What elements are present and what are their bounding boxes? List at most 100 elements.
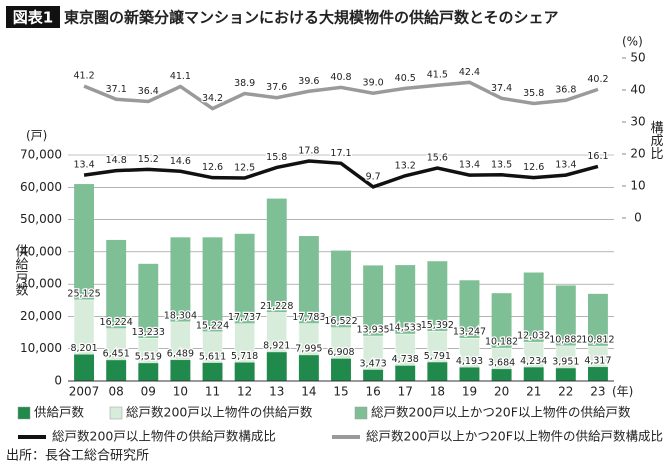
- value-label: 10,812: [581, 335, 614, 346]
- value-label: 4,317: [584, 356, 611, 367]
- value-label: 15.6: [427, 153, 448, 164]
- value-label: 10,182: [485, 337, 518, 348]
- x-tick-label: 20: [494, 385, 509, 399]
- bar: [491, 369, 512, 381]
- value-label: 25,125: [67, 288, 100, 299]
- value-label: 41.5: [427, 70, 448, 81]
- x-tick-label: 17: [398, 385, 413, 399]
- bar: [587, 367, 608, 381]
- legend-swatch: [17, 406, 31, 420]
- bar: [523, 367, 544, 381]
- x-tick-label: 12: [237, 385, 252, 399]
- value-label: 6,451: [103, 349, 130, 360]
- y-tick-label: 60,000: [20, 180, 62, 194]
- bar: [202, 362, 223, 381]
- value-label: 3,684: [488, 358, 515, 369]
- y2-tick-label: 40: [630, 83, 645, 97]
- y2-unit: (%): [622, 35, 643, 49]
- x-tick-label: 22: [558, 385, 573, 399]
- y2-tick-label: 0: [634, 211, 642, 225]
- y-unit: (戸): [26, 129, 47, 143]
- value-label: 13.4: [73, 160, 94, 171]
- value-label: 15,392: [421, 320, 454, 331]
- value-label: 6,908: [327, 347, 354, 358]
- bar: [459, 367, 480, 381]
- value-label: 14.6: [170, 156, 191, 167]
- legend-label: 総戸数200戸以上物件の供給戸数構成比: [52, 429, 276, 444]
- line: [83, 80, 599, 111]
- bar: [395, 365, 416, 381]
- line: [83, 159, 599, 189]
- value-label: 13.5: [491, 159, 512, 170]
- y-tick-label: 10,000: [20, 341, 62, 355]
- value-label: 13,935: [356, 325, 389, 336]
- value-label: 12.6: [523, 162, 544, 173]
- value-label: 39.0: [363, 78, 384, 89]
- x-unit: (年): [612, 385, 633, 399]
- value-label: 17.8: [298, 146, 319, 157]
- value-label: 7,995: [295, 344, 322, 355]
- x-tick-label: 08: [109, 385, 124, 399]
- value-label: 17.1: [330, 148, 351, 159]
- value-label: 36.8: [555, 85, 576, 96]
- value-label: 21,228: [260, 301, 293, 312]
- value-label: 16,224: [100, 317, 133, 328]
- bar: [331, 358, 351, 381]
- value-label: 13.2: [395, 160, 416, 171]
- x-tick-label: 23: [590, 385, 605, 399]
- legend-label: 総戸数200戸以上物件の供給戸数: [126, 405, 313, 420]
- value-label: 6,489: [167, 349, 194, 360]
- value-label: 16,522: [324, 316, 357, 327]
- value-label: 37.1: [106, 84, 127, 95]
- x-tick-label: 21: [526, 385, 541, 399]
- value-label: 35.8: [523, 88, 544, 99]
- value-label: 12.6: [202, 162, 223, 173]
- bar: [363, 369, 384, 381]
- legend-label: 総戸数200戸以上かつ20F以上物件の供給戸数: [371, 405, 631, 420]
- bar: [266, 352, 287, 381]
- value-label: 5,519: [135, 352, 162, 363]
- x-tick-label: 11: [205, 385, 220, 399]
- y2-label: 構成比: [648, 121, 664, 161]
- value-label: 5,611: [199, 351, 226, 362]
- value-label: 42.4: [459, 67, 480, 78]
- bar: [234, 362, 255, 381]
- bar: [555, 368, 576, 381]
- value-label: 38.9: [234, 78, 255, 89]
- value-label: 41.1: [170, 71, 191, 82]
- value-label: 15.2: [138, 154, 159, 165]
- value-label: 13,247: [453, 327, 486, 338]
- value-label: 34.2: [202, 93, 223, 104]
- x-tick-label: 15: [333, 385, 348, 399]
- value-label: 13,233: [132, 327, 165, 338]
- y-tick-label: 20,000: [20, 309, 62, 323]
- y-tick-label: 40,000: [20, 244, 62, 258]
- value-label: 14.8: [106, 155, 127, 166]
- source: 出所：長谷工総合研究所: [6, 449, 149, 464]
- y-tick-label: 30,000: [20, 277, 62, 291]
- y-label: 供給戸数: [13, 244, 29, 296]
- y-tick-label: 50,000: [20, 212, 62, 226]
- bar: [74, 354, 95, 381]
- value-label: 3,473: [360, 358, 387, 369]
- value-label: 12,032: [517, 331, 550, 342]
- badge: 図表1: [13, 9, 53, 27]
- bar: [170, 360, 191, 381]
- value-label: 12.5: [234, 163, 255, 174]
- legend-label: 総戸数200戸以上かつ20F以上物件の供給戸数構成比: [366, 429, 663, 444]
- value-label: 3,951: [552, 357, 579, 368]
- y2-tick-label: 10: [630, 179, 645, 193]
- legend-swatch: [109, 406, 123, 420]
- value-label: 37.6: [266, 82, 287, 93]
- value-label: 40.5: [395, 73, 416, 84]
- y2-tick-label: 50: [630, 51, 645, 65]
- x-tick-label: 2007: [69, 385, 100, 399]
- value-label: 40.2: [587, 74, 608, 85]
- x-tick-label: 19: [462, 385, 477, 399]
- x-tick-label: 13: [269, 385, 284, 399]
- value-label: 17,783: [292, 312, 325, 323]
- value-label: 13.4: [459, 160, 480, 171]
- x-tick-label: 10: [173, 385, 188, 399]
- value-label: 15,224: [196, 320, 229, 331]
- bar: [106, 360, 127, 381]
